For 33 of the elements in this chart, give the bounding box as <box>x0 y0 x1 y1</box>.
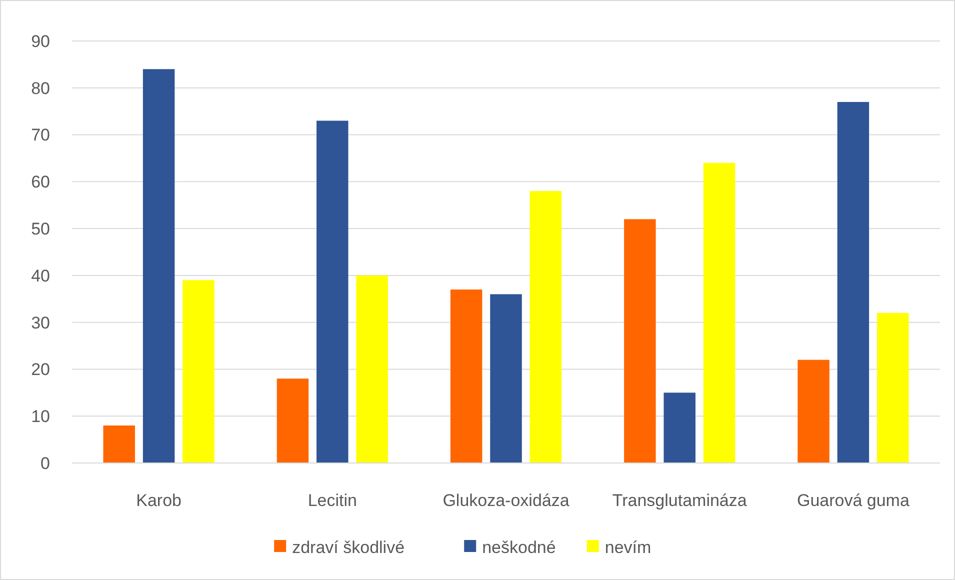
y-tick-label: 80 <box>31 78 50 98</box>
bar <box>142 69 175 463</box>
y-tick-label: 40 <box>31 266 50 286</box>
bar <box>877 312 909 463</box>
bar <box>356 275 388 463</box>
legend-label: nevím <box>604 538 652 558</box>
bar <box>182 280 214 463</box>
y-tick-label: 0 <box>40 454 50 473</box>
x-tick-label: Lecitin <box>308 491 357 510</box>
bar <box>664 392 696 463</box>
bar <box>837 102 870 463</box>
y-tick-label: 30 <box>31 313 50 332</box>
y-tick-label: 70 <box>31 126 50 145</box>
y-tick-label: 10 <box>31 407 50 426</box>
bar <box>624 219 656 463</box>
bar <box>490 294 522 463</box>
bar <box>450 290 482 463</box>
bar <box>703 162 736 463</box>
bar <box>798 360 830 463</box>
y-tick-label: 50 <box>31 220 50 239</box>
legend-label: neškodné <box>482 538 556 558</box>
y-tick-label: 20 <box>31 360 50 380</box>
bar <box>316 120 348 463</box>
bar <box>530 191 562 463</box>
legend-label: zdraví škodlivé <box>292 538 405 558</box>
x-tick-label: Transglutamináza <box>612 491 748 510</box>
bar <box>103 425 135 463</box>
x-tick-label: Guarová guma <box>796 491 910 510</box>
bar <box>276 378 309 463</box>
y-tick-label: 90 <box>31 32 50 51</box>
x-tick-label: Karob <box>136 491 182 510</box>
x-tick-label: Glukoza-oxidáza <box>442 491 570 510</box>
y-tick-label: 60 <box>31 172 50 192</box>
